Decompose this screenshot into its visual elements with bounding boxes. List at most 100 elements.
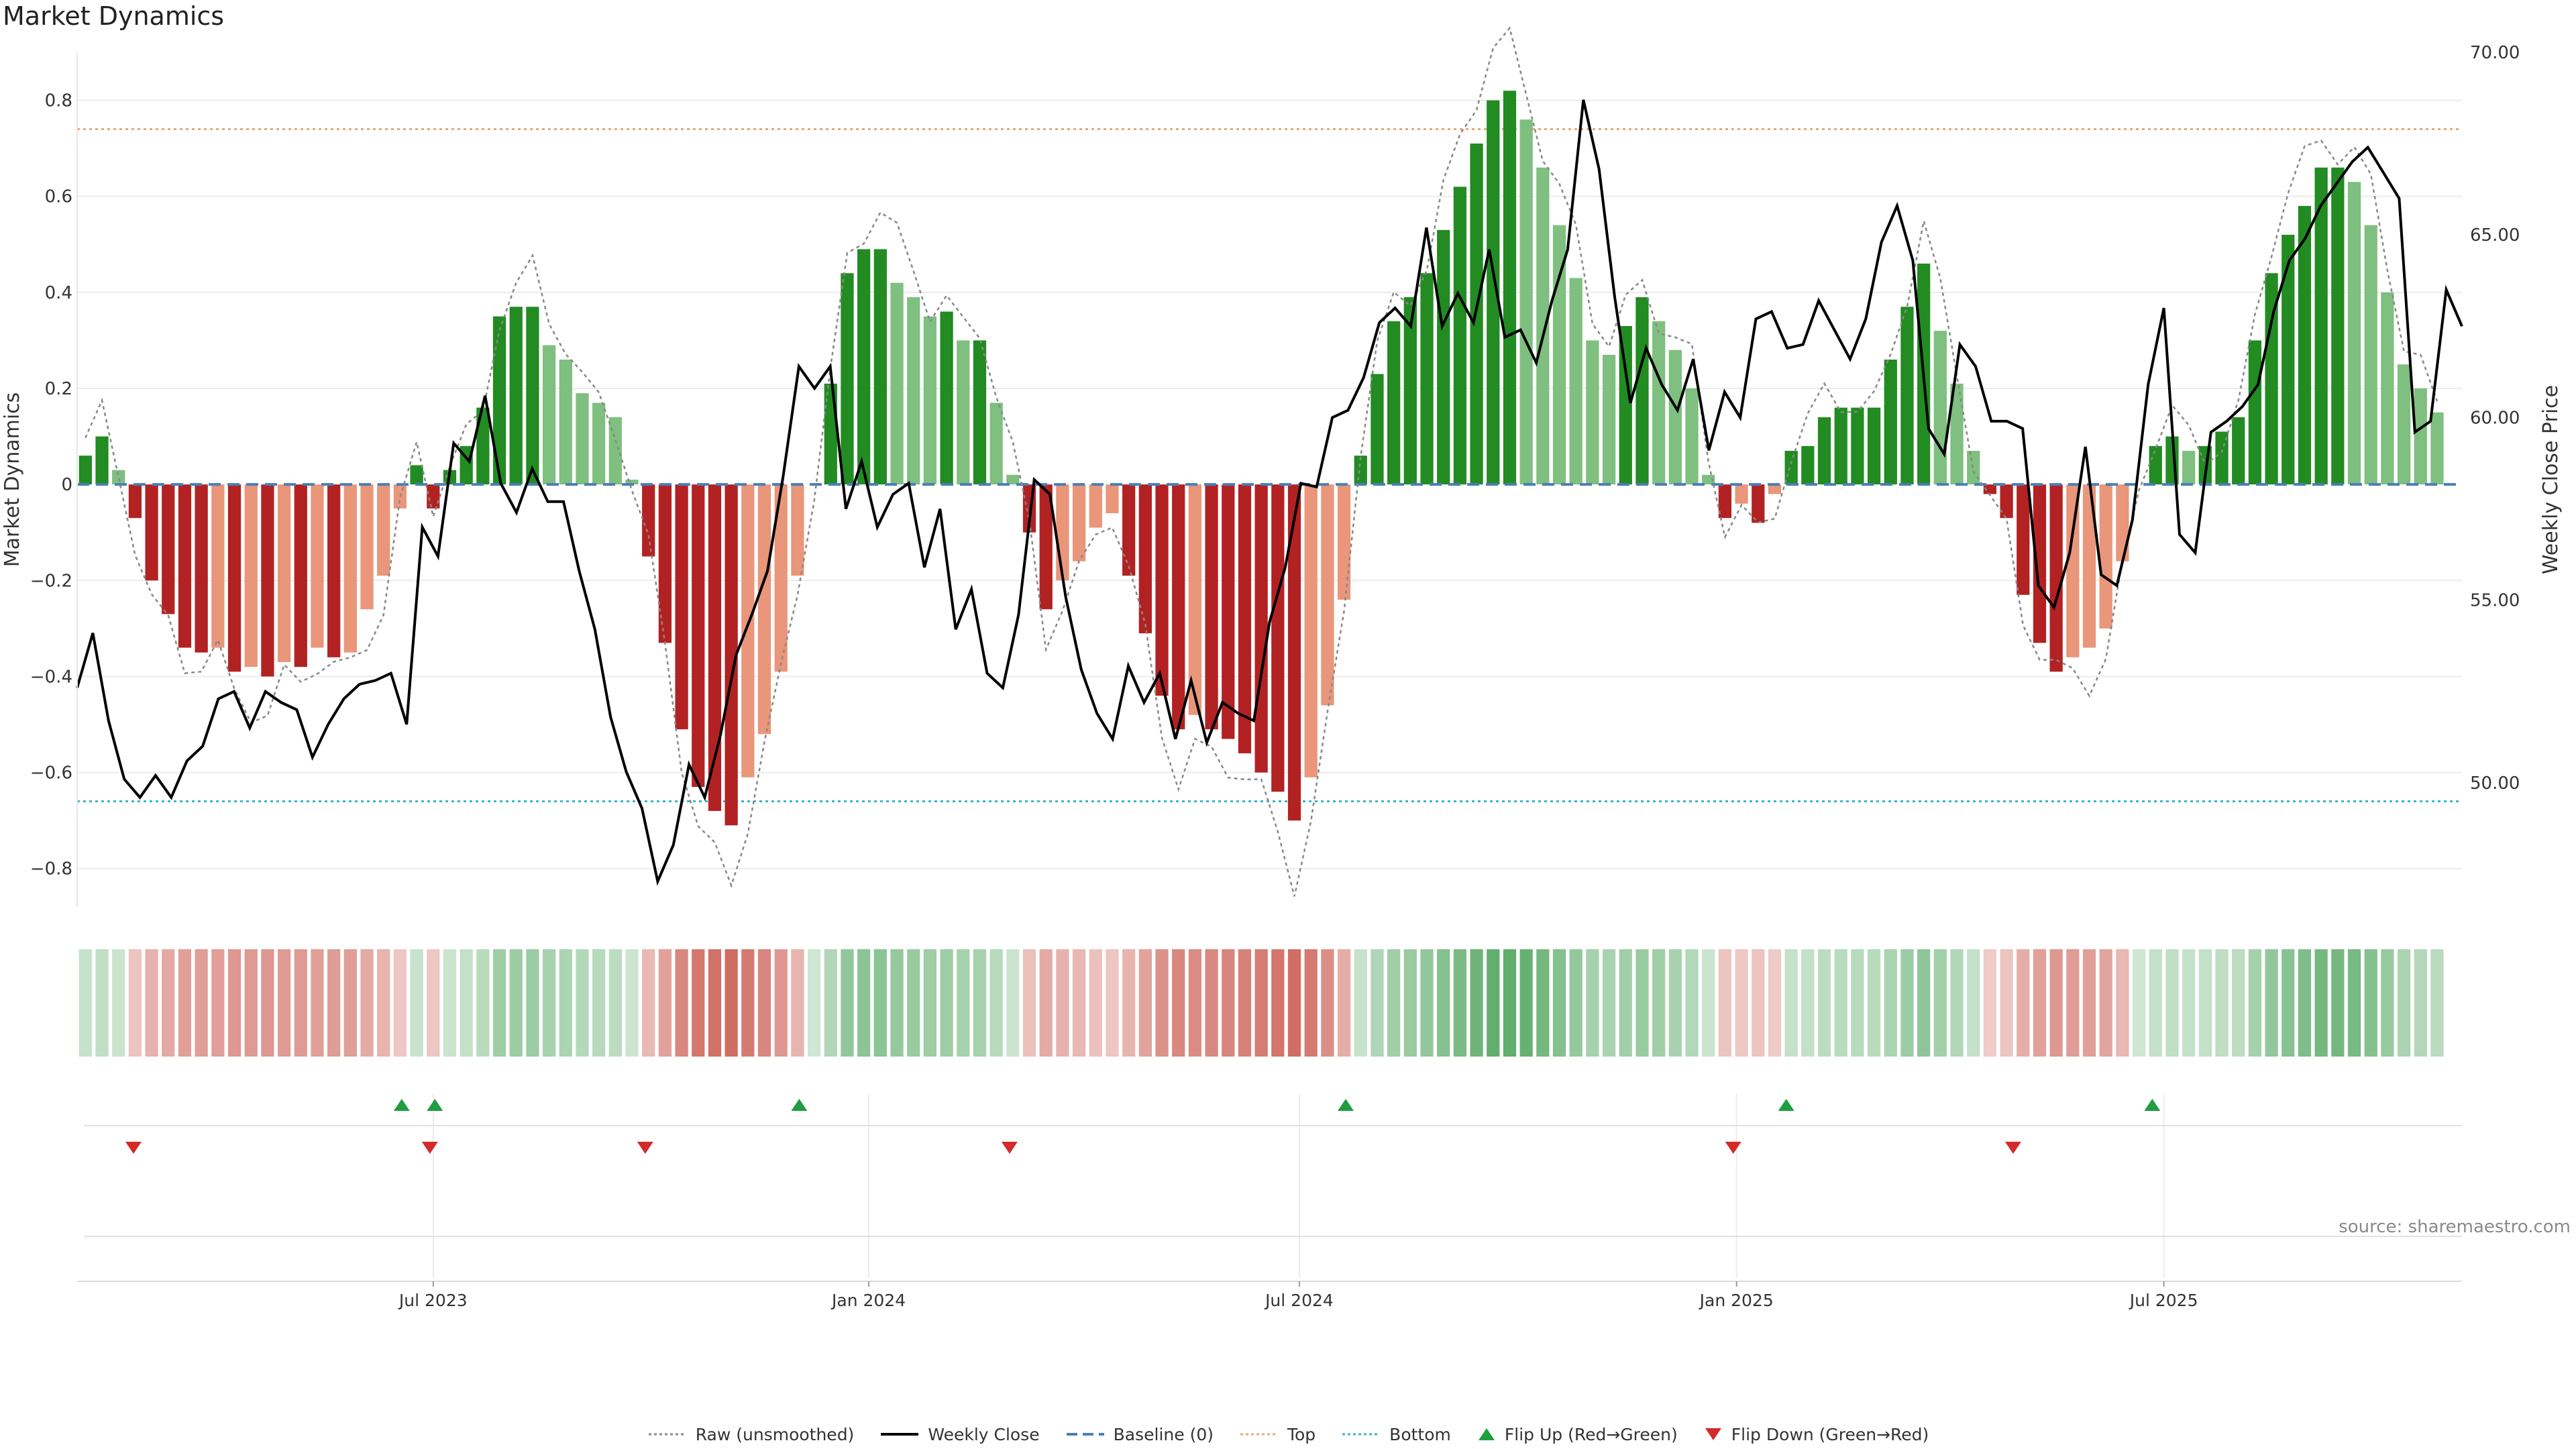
heat-strip-cell: [2149, 949, 2162, 1057]
histogram-bar: [1287, 484, 1301, 821]
histogram-bar: [1222, 484, 1235, 739]
histogram-bar: [1387, 321, 1401, 485]
heat-strip-cell: [1022, 949, 1036, 1057]
heat-strip-cell: [923, 949, 937, 1057]
heat-strip-cell: [1552, 949, 1566, 1057]
histogram-bar: [1039, 484, 1053, 610]
legend-label-baseline: Baseline (0): [1113, 1424, 1214, 1444]
histogram-bar: [1768, 484, 1782, 494]
histogram-bar: [2298, 206, 2312, 485]
y-left-tick-label: 0.8: [45, 91, 72, 111]
heat-strip: [78, 949, 2444, 1057]
heat-strip-cell: [957, 949, 970, 1057]
histogram-bar: [2414, 388, 2427, 485]
heat-strip-cell: [377, 949, 390, 1057]
dotted-cyan-line-icon: [1342, 1433, 1381, 1436]
histogram-bar: [2082, 484, 2096, 648]
histogram-bar: [757, 484, 771, 735]
heat-strip-cell: [476, 949, 490, 1057]
histogram-bar: [1784, 451, 1798, 485]
histogram-bar: [841, 273, 854, 485]
heat-strip-cell: [1685, 949, 1699, 1057]
histogram-bar: [2116, 484, 2129, 561]
legend-label-close: Weekly Close: [928, 1424, 1040, 1444]
histogram-bar: [343, 484, 357, 653]
triangle-up-green-icon: [1478, 1428, 1495, 1440]
heat-strip-cell: [1470, 949, 1483, 1057]
flip-down-marker: [637, 1142, 653, 1154]
heat-strip-cell: [128, 949, 142, 1057]
legend-item-top: Top: [1239, 1425, 1316, 1444]
histogram-bar: [1205, 484, 1218, 730]
histogram-bar: [1188, 484, 1202, 715]
weekly-close-series: [76, 99, 2463, 886]
heat-strip-cell: [1519, 949, 1533, 1057]
histogram-bar: [1271, 484, 1285, 792]
heat-strip-cell: [2033, 949, 2047, 1057]
histogram-bar: [492, 316, 506, 485]
histogram-bar: [559, 360, 572, 485]
heat-strip-cell: [2397, 949, 2411, 1057]
heat-strip-cell: [692, 949, 705, 1057]
histogram-bar: [1817, 417, 1831, 485]
heat-strip-cell: [2215, 949, 2229, 1057]
flip-up-marker: [2144, 1099, 2161, 1111]
heat-strip-cell: [608, 949, 622, 1057]
heat-strip-cell: [294, 949, 307, 1057]
source-note: source: sharemaestro.com: [2339, 1217, 2571, 1237]
histogram-bar: [178, 484, 192, 648]
heat-strip-cell: [1801, 949, 1815, 1057]
heat-strip-cell: [1900, 949, 1914, 1057]
histogram-bar: [327, 484, 341, 657]
flip-down-marker: [2004, 1142, 2021, 1154]
heat-strip-cell: [2298, 949, 2312, 1057]
heat-strip-cell: [973, 949, 987, 1057]
histogram-bar: [1801, 445, 1815, 485]
heat-strip-cell: [907, 949, 920, 1057]
histogram-bar: [2331, 167, 2345, 485]
heat-strip-cell: [343, 949, 357, 1057]
legend-label-flip-up: Flip Up (Red→Green): [1504, 1424, 1678, 1444]
legend-item-close: Weekly Close: [879, 1424, 1040, 1444]
heat-strip-cell: [857, 949, 871, 1057]
heat-strip-cell: [1752, 949, 1765, 1057]
histogram-bar: [2182, 451, 2196, 485]
histogram-bar: [1718, 484, 1732, 519]
heat-strip-cell: [244, 949, 258, 1057]
heat-strip-cell: [1437, 949, 1450, 1057]
y-left-tick-label: 0.6: [45, 187, 72, 207]
histogram-bar: [658, 484, 672, 643]
heat-strip-cell: [145, 949, 158, 1057]
heat-strip-cell: [1983, 949, 1997, 1057]
y-left-tick-label: −0.4: [30, 667, 72, 687]
heat-strip-cell: [1619, 949, 1632, 1057]
heat-strip-cell: [277, 949, 291, 1057]
histogram-bar: [675, 484, 688, 730]
legend-item-bottom: Bottom: [1341, 1425, 1451, 1444]
heat-strip-cell: [741, 949, 755, 1057]
histogram-bar: [2066, 484, 2080, 657]
histogram-bar: [1254, 484, 1268, 773]
histogram-bar: [1122, 484, 1136, 576]
histogram-bar: [608, 417, 622, 485]
histogram-bar: [95, 436, 109, 485]
heat-strip-cell: [2000, 949, 2013, 1057]
histogram-bar: [873, 249, 887, 485]
legend-item-flip-up: Flip Up (Red→Green): [1477, 1425, 1678, 1444]
x-axis: Jul 2023 Jan 2024 Jul 2024 Jan 2025 Jul 2025: [77, 1281, 2462, 1310]
heat-strip-cell: [2364, 949, 2377, 1057]
histogram-bar: [1321, 484, 1334, 706]
legend-item-baseline: Baseline (0): [1065, 1425, 1214, 1444]
histogram-bar: [2347, 182, 2361, 485]
heat-strip-cell: [1205, 949, 1218, 1057]
heat-strip-cell: [1668, 949, 1682, 1057]
heat-strip-cell: [95, 949, 109, 1057]
heat-strip-cell: [1006, 949, 1020, 1057]
heat-strip-cell: [2414, 949, 2427, 1057]
histogram-bar: [427, 484, 440, 508]
dotted-gray-line-icon: [648, 1433, 686, 1436]
heat-strip-cell: [427, 949, 440, 1057]
heat-strip-cell: [2347, 949, 2361, 1057]
histogram-bar: [2282, 234, 2295, 485]
y-right-axis-label: Weekly Close Price: [2539, 385, 2563, 574]
